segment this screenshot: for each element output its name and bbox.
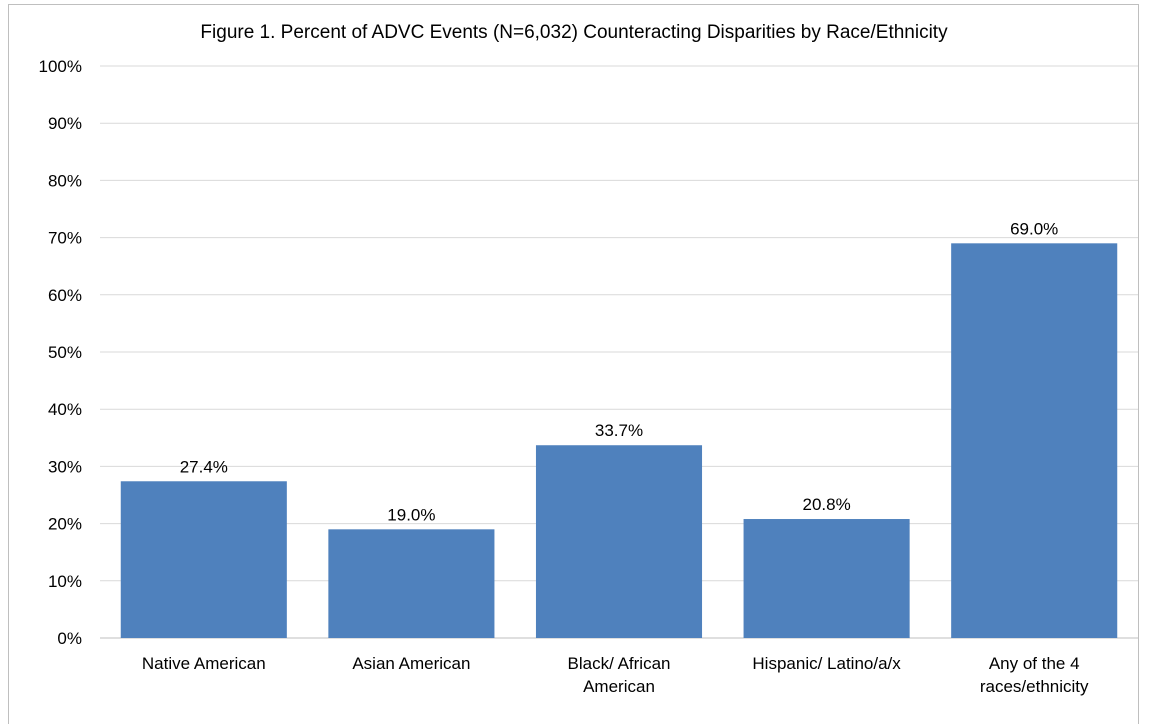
- y-tick-label: 0%: [57, 629, 82, 648]
- data-label: 69.0%: [1010, 219, 1058, 238]
- bar: [535, 445, 703, 638]
- data-labels: 27.4% 19.0% 33.7% 20.8% 69.0%: [180, 219, 1059, 524]
- x-tick-label: Native American: [142, 654, 266, 673]
- y-tick-label: 50%: [48, 343, 82, 362]
- y-tick-label: 90%: [48, 114, 82, 133]
- y-tick-label: 20%: [48, 515, 82, 534]
- x-tick-label: Asian American: [352, 654, 470, 673]
- y-tick-label: 40%: [48, 400, 82, 419]
- y-tick-label: 70%: [48, 229, 82, 248]
- y-tick-label: 60%: [48, 286, 82, 305]
- bar: [120, 481, 287, 638]
- y-tick-label: 80%: [48, 171, 82, 190]
- data-label: 19.0%: [387, 505, 435, 524]
- y-tick-label: 10%: [48, 572, 82, 591]
- bars: [120, 243, 1118, 638]
- bar: [743, 519, 910, 638]
- chart-frame: [8, 4, 1139, 724]
- y-axis-ticks: 0% 10% 20% 30% 40% 50% 60% 70% 80% 90% 100%: [39, 57, 82, 648]
- x-tick-label: Any of the 4 races/ethnicity: [980, 654, 1089, 696]
- chart-title: Figure 1. Percent of ADVC Events (N=6,03…: [200, 22, 948, 43]
- data-label: 33.7%: [595, 421, 643, 440]
- y-tick-label: 100%: [39, 57, 82, 76]
- bar: [328, 529, 495, 638]
- y-tick-label: 30%: [48, 457, 82, 476]
- x-axis-ticks: Native American Asian American Black/ Afri…: [142, 654, 1089, 696]
- bar: [951, 243, 1118, 638]
- bar-chart: Figure 1. Percent of ADVC Events (N=6,03…: [39, 22, 1138, 696]
- data-label: 20.8%: [802, 495, 850, 514]
- x-tick-label: Black/ African American: [568, 654, 671, 696]
- x-tick-label: Hispanic/ Latino/a/x: [752, 654, 901, 673]
- data-label: 27.4%: [180, 457, 228, 476]
